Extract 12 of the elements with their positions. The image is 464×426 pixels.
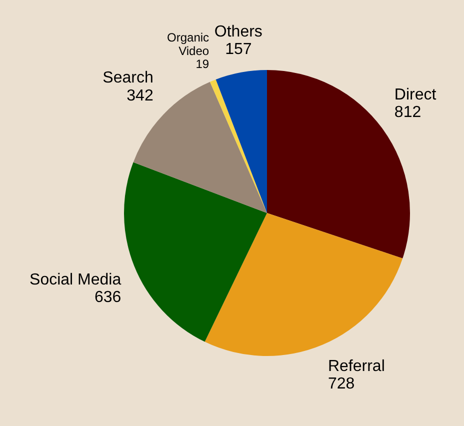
data-label: 19 bbox=[196, 57, 210, 72]
data-label: 157 bbox=[225, 41, 252, 58]
data-label: 812 bbox=[394, 104, 422, 121]
slice-label: Social Media bbox=[30, 271, 122, 288]
slice-label: Others bbox=[214, 24, 262, 41]
slice-label: Organic Video bbox=[167, 30, 210, 58]
data-label: 728 bbox=[328, 375, 355, 392]
slice-label: Search bbox=[102, 70, 154, 87]
slice-label: Direct bbox=[394, 86, 437, 104]
data-label: 342 bbox=[126, 87, 154, 104]
slice-label: Referral bbox=[328, 358, 385, 375]
data-label: 636 bbox=[94, 288, 122, 306]
